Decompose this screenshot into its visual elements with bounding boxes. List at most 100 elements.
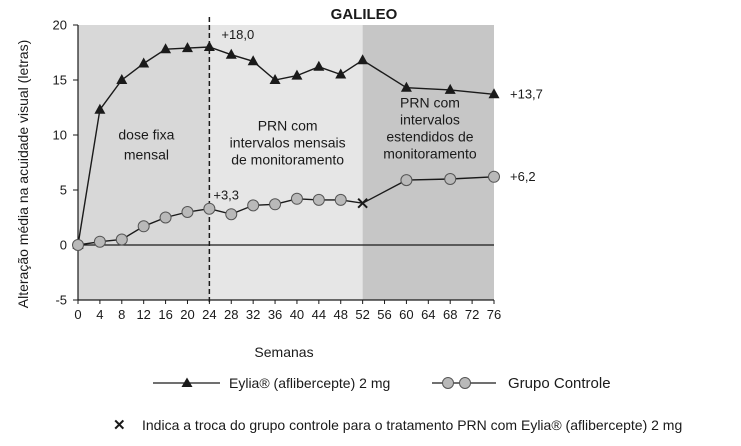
x-tick-label: 72 bbox=[465, 307, 479, 322]
x-tick-label: 76 bbox=[487, 307, 501, 322]
control-point bbox=[334, 193, 347, 206]
legend-control: Grupo Controle bbox=[432, 375, 611, 392]
x-tick-label: 64 bbox=[421, 307, 435, 322]
y-axis-ticks: -5 0 5 10 15 20 bbox=[53, 18, 78, 308]
control-point bbox=[115, 233, 128, 246]
eylia-point bbox=[313, 60, 325, 71]
x-tick-label: 36 bbox=[268, 307, 282, 322]
control-point bbox=[72, 239, 84, 251]
eylia-point bbox=[138, 57, 150, 68]
eylia-point bbox=[160, 43, 172, 54]
y-tick-label: 20 bbox=[53, 18, 67, 33]
phase-backgrounds bbox=[78, 25, 494, 300]
eylia-point bbox=[335, 68, 347, 79]
phase-label-2: PRN com intervalos mensais de monitorament… bbox=[230, 118, 346, 168]
x-axis-label: Semanas bbox=[254, 344, 313, 360]
y-axis-label: Alteração média na acuidade visual (letr… bbox=[15, 40, 31, 308]
phase-bg-3 bbox=[362, 25, 494, 300]
chart-title: GALILEO bbox=[331, 6, 398, 23]
phase-label-line: intervalos mensais bbox=[230, 135, 346, 151]
x-axis-ticks: 0 4 8 12 16 20 24 28 32 36 40 44 48 52 56 60 64 68 72 76 bbox=[74, 300, 501, 322]
x-tick-label: 32 bbox=[246, 307, 260, 322]
control-point bbox=[400, 174, 413, 187]
control-point bbox=[159, 211, 172, 224]
phase-label-line: PRN com bbox=[400, 95, 460, 111]
x-tick-label: 8 bbox=[118, 307, 125, 322]
footnote-symbol-icon: ✕ bbox=[113, 417, 126, 434]
eylia-point bbox=[357, 54, 369, 65]
phase-label-line: mensal bbox=[124, 146, 169, 162]
eylia-point bbox=[247, 55, 259, 66]
eylia-point bbox=[400, 81, 412, 92]
legend-eylia-label: Eylia® (aflibercepte) 2 mg bbox=[229, 375, 390, 391]
control-point bbox=[137, 220, 150, 233]
value-annotations: +18,0 +13,7 +3,3 +6,2 bbox=[213, 27, 543, 203]
x-tick-label: 28 bbox=[224, 307, 238, 322]
y-tick-label: 10 bbox=[53, 128, 67, 143]
y-tick-label: -5 bbox=[55, 293, 67, 308]
control-point bbox=[488, 170, 500, 183]
control-point bbox=[444, 173, 457, 185]
phase-label-line: de monitoramento bbox=[231, 152, 344, 168]
legend-control-circle-2 bbox=[459, 377, 471, 389]
legend: Eylia® (aflibercepte) 2 mg Grupo Control… bbox=[153, 375, 611, 392]
phase-label-line: dose fixa bbox=[118, 126, 174, 142]
x-tick-label: 48 bbox=[334, 307, 348, 322]
eylia-point bbox=[116, 74, 128, 84]
phase-label-line: intervalos bbox=[400, 112, 460, 128]
x-tick-label: 4 bbox=[96, 307, 103, 322]
phase-label-3: PRN com intervalos estendidos de monitorame… bbox=[383, 95, 477, 162]
eylia-point bbox=[203, 41, 215, 51]
x-tick-label: 68 bbox=[443, 307, 457, 322]
phase-label-line: estendidos de bbox=[386, 129, 473, 145]
eylia-point bbox=[94, 103, 106, 114]
x-tick-label: 40 bbox=[290, 307, 304, 322]
eylia-point bbox=[291, 69, 303, 80]
x-tick-label: 16 bbox=[158, 307, 172, 322]
phase-label-line: PRN com bbox=[258, 118, 318, 134]
x-tick-label: 60 bbox=[399, 307, 413, 322]
control-point bbox=[225, 208, 238, 221]
data-label: +13,7 bbox=[510, 86, 543, 101]
control-point bbox=[203, 202, 216, 215]
data-label: +18,0 bbox=[221, 27, 254, 42]
control-point bbox=[181, 206, 194, 218]
footnote: ✕ Indica a troca do grupo controle para … bbox=[113, 417, 682, 434]
y-tick-label: 15 bbox=[53, 73, 67, 88]
phase-bg-2 bbox=[209, 25, 363, 300]
data-label: +3,3 bbox=[213, 188, 239, 203]
eylia-point bbox=[488, 88, 500, 99]
control-point bbox=[247, 199, 260, 212]
y-tick-label: 0 bbox=[60, 238, 67, 253]
axes bbox=[77, 17, 494, 302]
x-tick-label: 20 bbox=[180, 307, 194, 322]
eylia-point bbox=[225, 48, 237, 59]
legend-control-circle bbox=[442, 377, 454, 389]
legend-control-label: Grupo Controle bbox=[508, 375, 611, 392]
x-tick-label: 44 bbox=[312, 307, 326, 322]
x-tick-label: 24 bbox=[202, 307, 216, 322]
phase-label-1: dose fixa mensal bbox=[118, 126, 174, 162]
y-tick-label: 5 bbox=[60, 183, 67, 198]
footnote-text: Indica a troca do grupo controle para o … bbox=[142, 417, 682, 433]
control-point bbox=[312, 193, 325, 206]
phase-label-line: monitoramento bbox=[383, 146, 477, 162]
x-tick-label: 56 bbox=[377, 307, 391, 322]
control-point bbox=[290, 192, 303, 205]
x-tick-label: 0 bbox=[74, 307, 81, 322]
eylia-point bbox=[269, 74, 281, 84]
control-point bbox=[93, 235, 106, 248]
legend-eylia-triangle bbox=[181, 377, 193, 387]
eylia-point bbox=[444, 83, 456, 94]
phase-bg-1 bbox=[78, 25, 210, 300]
data-label: +6,2 bbox=[510, 169, 536, 184]
series-markers bbox=[72, 41, 500, 251]
x-tick-label: 12 bbox=[136, 307, 150, 322]
x-tick-label: 52 bbox=[355, 307, 369, 322]
switch-point-x-icon bbox=[357, 197, 368, 209]
switch-x-stroke bbox=[357, 197, 368, 209]
legend-eylia: Eylia® (aflibercepte) 2 mg bbox=[153, 375, 390, 391]
eylia-point bbox=[181, 42, 193, 53]
